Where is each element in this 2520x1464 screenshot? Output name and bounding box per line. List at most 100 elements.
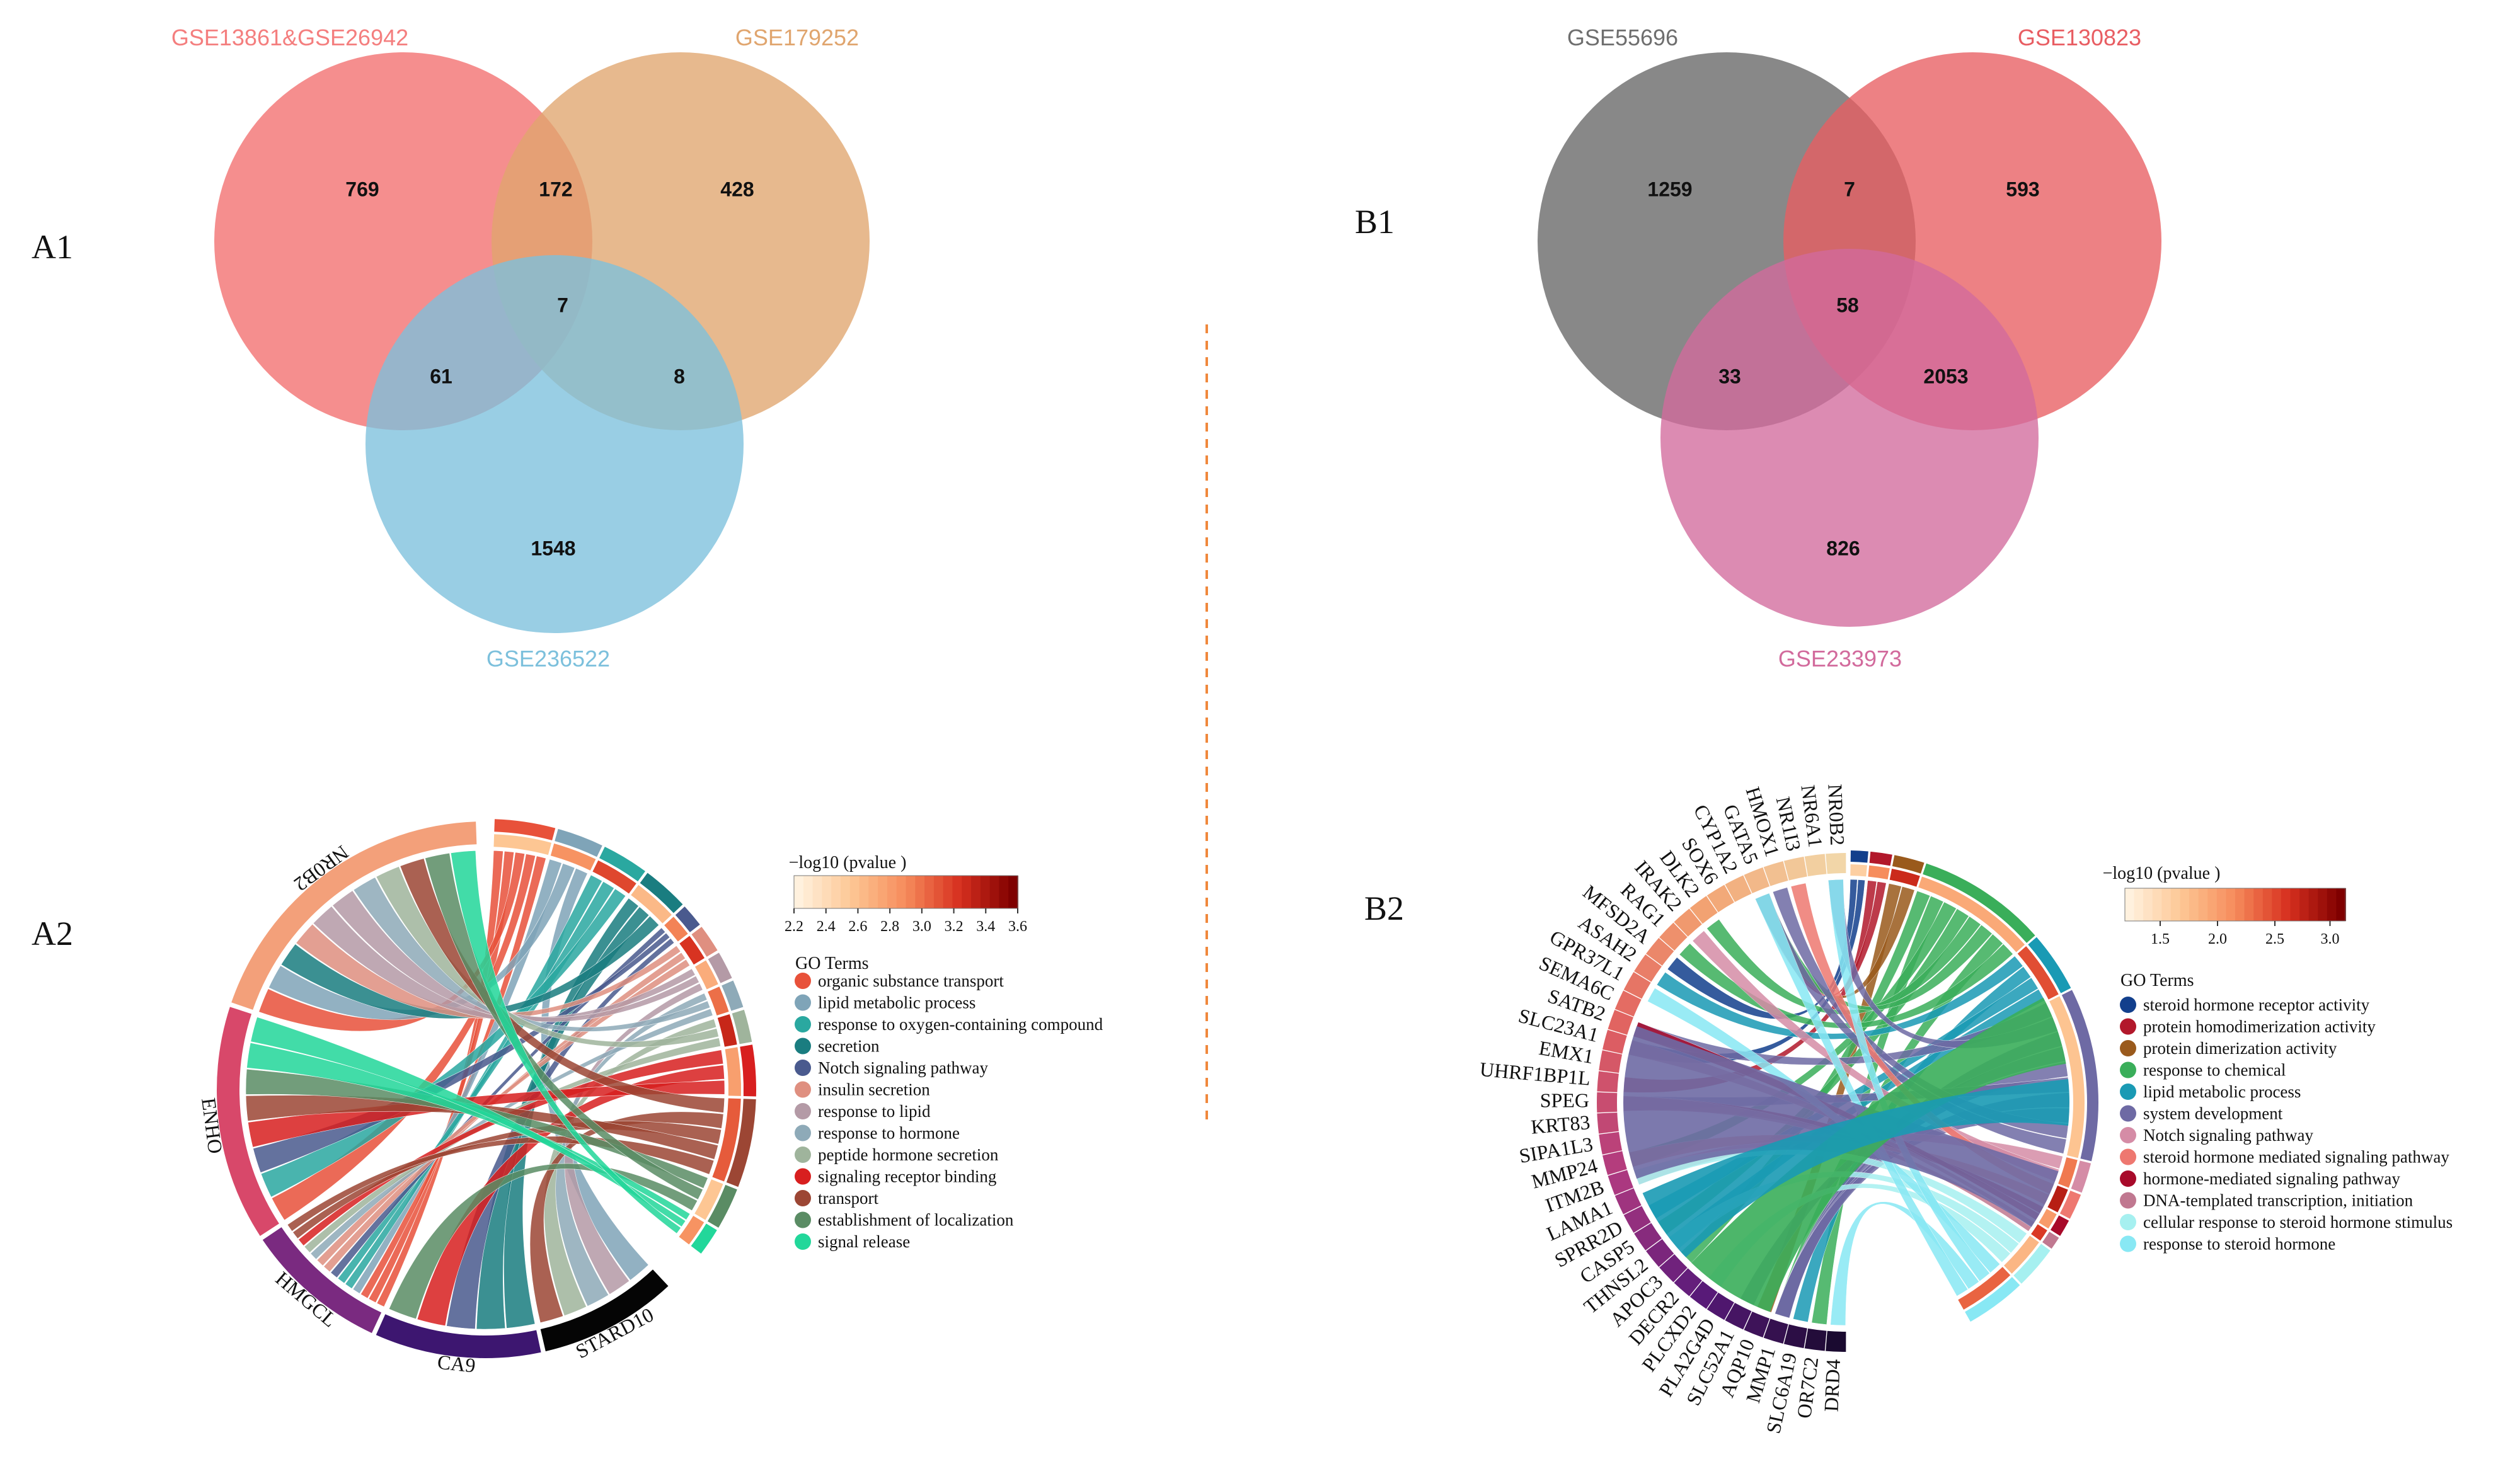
legend-dot bbox=[2120, 1214, 2136, 1230]
term-arc bbox=[1965, 1277, 2020, 1322]
term-arc bbox=[740, 1044, 756, 1097]
legend-dot bbox=[795, 1124, 811, 1141]
term-heat-arc bbox=[550, 843, 596, 871]
colorbar-swatch bbox=[943, 876, 953, 908]
colorbar-tick-label: 2.6 bbox=[848, 918, 867, 935]
term-arc bbox=[2071, 1160, 2091, 1193]
colorbar-swatch bbox=[952, 876, 963, 908]
venn-a1-s13: 61 bbox=[430, 365, 452, 387]
legend-term-label: transport bbox=[818, 1189, 878, 1208]
term-heat-arc bbox=[631, 884, 672, 924]
colorbar-tick-label: 2.5 bbox=[2265, 931, 2284, 947]
term-arc bbox=[2028, 937, 2071, 993]
gene-arc bbox=[1706, 884, 1734, 913]
colorbar-swatch bbox=[2235, 888, 2245, 921]
colorbar-swatch bbox=[868, 876, 879, 908]
colorbar-swatch bbox=[915, 876, 926, 908]
legend-dot bbox=[2120, 997, 2136, 1013]
legend-dot bbox=[795, 994, 811, 1011]
colorbar-swatch bbox=[2152, 888, 2163, 921]
chord-ribbon bbox=[425, 852, 703, 1200]
colorbar-swatch bbox=[999, 876, 1010, 908]
gene-arc bbox=[1659, 922, 1688, 951]
colorbar-swatch bbox=[2272, 888, 2282, 921]
term-arc bbox=[2013, 1244, 2051, 1284]
colorbar-swatch bbox=[840, 876, 851, 908]
legend-dot bbox=[2120, 1235, 2136, 1252]
legend-term-label: DNA-templated transcription, initiation bbox=[2143, 1191, 2414, 1210]
colorbar-tick-label: 3.4 bbox=[976, 918, 995, 935]
colorbar-swatch bbox=[2226, 888, 2236, 921]
legend-dot bbox=[795, 1211, 811, 1228]
gene-label: KRT83 bbox=[1530, 1111, 1591, 1138]
panel-label-b2: B2 bbox=[1364, 889, 1404, 927]
legend-dot bbox=[795, 1147, 811, 1163]
legend-term-label: response to lipid bbox=[818, 1102, 931, 1121]
term-heat-arc bbox=[1918, 876, 2025, 952]
legend-term-label: response to oxygen-containing compound bbox=[818, 1015, 1103, 1034]
term-arc bbox=[494, 819, 556, 840]
colorbar-swatch bbox=[822, 876, 832, 908]
legend-term-label: secretion bbox=[818, 1037, 880, 1056]
gene-arc bbox=[1634, 1223, 1662, 1250]
colorbar-tick-label: 2.0 bbox=[2208, 931, 2227, 947]
colorbar-swatch bbox=[2262, 888, 2273, 921]
venn-a1-only1: 769 bbox=[345, 178, 379, 200]
venn-b1-circle-3 bbox=[1660, 249, 2039, 627]
legend-dot bbox=[2120, 1148, 2136, 1165]
term-arc bbox=[2059, 1191, 2081, 1219]
venn-a1-set-1-name: GSE13861&GSE26942 bbox=[171, 25, 408, 50]
gene-arc bbox=[217, 1007, 279, 1237]
colorbar-swatch bbox=[2290, 888, 2301, 921]
gene-arc bbox=[1599, 1131, 1623, 1155]
panel-label-b1: B1 bbox=[1355, 203, 1395, 241]
colorbar-swatch bbox=[1008, 876, 1018, 908]
legend-term-label: establishment of localization bbox=[818, 1211, 1014, 1230]
chord-ribbon bbox=[1681, 890, 1931, 1264]
gene-arc bbox=[1634, 954, 1662, 982]
legend-term-label: steroid hormone receptor activity bbox=[2143, 995, 2370, 1014]
term-heat-arc bbox=[2039, 1209, 2057, 1229]
term-arc bbox=[732, 1009, 752, 1044]
venn-a1-only3: 1548 bbox=[531, 537, 575, 559]
term-arc bbox=[675, 906, 700, 932]
term-heat-arc bbox=[493, 834, 552, 855]
term-arc bbox=[1923, 863, 2035, 943]
gene-label: NR0B2 bbox=[1824, 784, 1849, 846]
term-arc bbox=[691, 927, 718, 957]
gene-arc bbox=[1763, 1318, 1788, 1344]
colorbar-swatch bbox=[2281, 888, 2291, 921]
legend-dot bbox=[795, 1038, 811, 1055]
panel-label-a2: A2 bbox=[32, 915, 73, 952]
gene-arc bbox=[1597, 1071, 1619, 1092]
venn-b1-only3: 826 bbox=[1826, 537, 1860, 559]
legend-term-label: system development bbox=[2143, 1104, 2283, 1123]
gene-arc bbox=[1826, 853, 1846, 874]
venn-b1-set-3-name: GSE233973 bbox=[1778, 646, 1902, 672]
gene-arc bbox=[1608, 1170, 1634, 1196]
term-arc bbox=[708, 952, 732, 983]
colorbar-swatch bbox=[924, 876, 935, 908]
gene-arc bbox=[1783, 1324, 1807, 1349]
colorbar-swatch bbox=[2207, 888, 2218, 921]
colorbar-tick-label: 2.8 bbox=[880, 918, 899, 935]
legend-term-label: cellular response to steroid hormone sti… bbox=[2143, 1213, 2453, 1232]
gene-arc bbox=[1602, 1151, 1627, 1175]
gene-arc bbox=[1597, 1112, 1619, 1134]
legend-term-label: hormone-mediated signaling pathway bbox=[2143, 1169, 2400, 1188]
venn-a1-set-3-name: GSE236522 bbox=[486, 646, 610, 672]
gene-arc bbox=[1608, 1009, 1634, 1035]
venn-a1-set-2-name: GSE179252 bbox=[735, 25, 859, 50]
term-arc bbox=[599, 847, 645, 882]
colorbar-swatch bbox=[2308, 888, 2319, 921]
venn-b1-set-1-name: GSE55696 bbox=[1567, 25, 1678, 50]
gene-arc bbox=[1706, 1292, 1734, 1320]
venn-a1: GSE13861&GSE26942 GSE179252 GSE236522 76… bbox=[171, 25, 870, 672]
legend-dot bbox=[795, 1168, 811, 1185]
gene-arc bbox=[1623, 1206, 1651, 1233]
term-heat-arc bbox=[1850, 864, 1867, 877]
term-arc bbox=[2061, 990, 2098, 1162]
colorbar-swatch bbox=[878, 876, 888, 908]
legend-a2-title: GO Terms bbox=[795, 954, 869, 973]
colorbar-a2-title: −log10 (pvalue ) bbox=[789, 853, 907, 872]
